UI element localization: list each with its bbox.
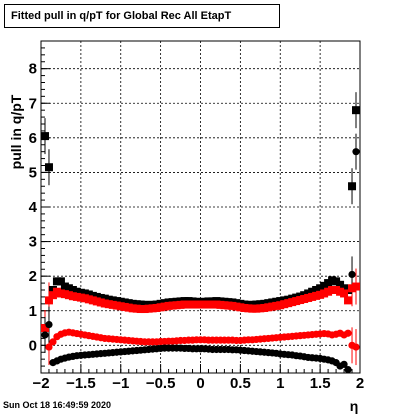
- data-point-square: [348, 182, 357, 191]
- data-point-circle: [45, 343, 53, 351]
- y-tick-labels: 0 1 2 3 4 5 6 7 8: [29, 61, 38, 355]
- x-tick-label: 1.5: [310, 375, 331, 392]
- data-point-circle: [348, 270, 356, 279]
- data-point-square: [44, 296, 53, 305]
- y-tick-label: 8: [29, 61, 37, 78]
- y-tick-label: 4: [29, 199, 38, 216]
- x-tick-label: −0.5: [146, 375, 176, 392]
- data-point-square: [352, 106, 361, 115]
- data-point-circle: [352, 148, 360, 156]
- data-point-circle: [45, 320, 53, 329]
- data-point-square: [352, 282, 361, 291]
- data-point-circle: [352, 343, 360, 351]
- data-point-square: [344, 296, 353, 305]
- datestamp: Sun Oct 18 16:49:59 2020: [3, 400, 112, 410]
- data-point-circle: [344, 365, 352, 374]
- y-tick-label: 7: [29, 95, 37, 112]
- axis-ticks: [40, 40, 361, 374]
- y-tick-label: 0: [29, 337, 37, 354]
- data-point-square: [56, 277, 65, 286]
- data-point-square: [44, 163, 53, 172]
- y-tick-label: 2: [29, 268, 37, 285]
- x-tick-label: 2: [356, 375, 364, 392]
- x-tick-labels: −2 −1.5 −1 −0.5 0 0.5 1 1.5 2: [32, 375, 364, 392]
- y-tick-label: 5: [29, 164, 37, 181]
- x-tick-label: 1: [276, 375, 284, 392]
- x-tick-label: −1: [112, 375, 129, 392]
- y-axis-title: pull in q/pT: [8, 94, 24, 169]
- x-tick-label: −1.5: [66, 375, 96, 392]
- data-point-circle: [41, 331, 49, 339]
- data-point-circle: [344, 329, 352, 337]
- x-axis-title: η: [350, 398, 359, 414]
- chart-title: Fitted pull in q/pT for Global Rec All E…: [4, 4, 280, 28]
- data-markers: [40, 106, 361, 374]
- y-tick-label: 3: [29, 234, 37, 251]
- y-tick-label: 6: [29, 130, 37, 147]
- y-tick-label: 1: [29, 303, 37, 320]
- x-tick-label: −2: [32, 375, 49, 392]
- x-tick-label: 0.5: [230, 375, 251, 392]
- data-point-circle: [340, 360, 348, 368]
- data-point-square: [40, 132, 49, 141]
- x-tick-label: 0: [196, 375, 204, 392]
- data-point-circle: [49, 338, 57, 346]
- grid-lines: [41, 41, 360, 373]
- data-point-square: [340, 289, 349, 298]
